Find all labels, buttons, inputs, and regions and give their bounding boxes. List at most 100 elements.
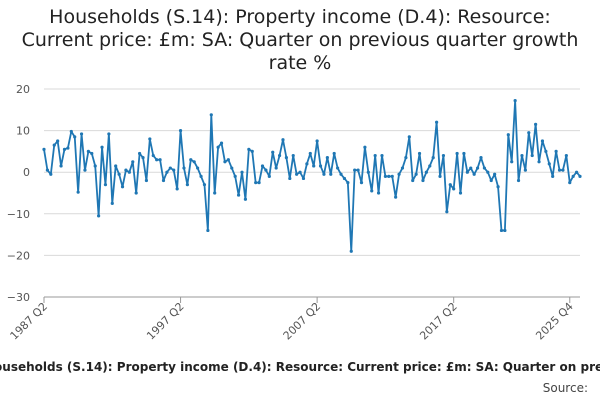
data-point — [56, 139, 60, 143]
data-point — [441, 153, 446, 158]
data-point — [353, 168, 357, 172]
data-point — [93, 164, 97, 168]
data-point — [86, 149, 90, 153]
y-tick-label: −10 — [7, 208, 30, 221]
data-point — [148, 137, 152, 141]
data-point — [571, 174, 575, 178]
data-point — [114, 164, 118, 168]
data-point — [513, 99, 517, 103]
data-point — [339, 172, 343, 176]
data-point — [62, 147, 67, 151]
data-point — [230, 166, 234, 170]
chart-title: Households (S.14): Property income (D.4)… — [21, 6, 579, 74]
data-point — [472, 172, 476, 176]
data-point — [342, 176, 347, 181]
data-point — [547, 162, 551, 166]
data-point — [394, 195, 398, 199]
data-point — [66, 146, 70, 150]
data-point — [178, 129, 183, 133]
data-point — [124, 168, 128, 172]
data-point — [202, 183, 207, 187]
data-point — [363, 145, 367, 149]
data-point — [400, 166, 405, 170]
data-point — [254, 181, 258, 185]
data-point — [510, 160, 514, 164]
data-point — [564, 153, 568, 158]
data-point — [458, 191, 463, 195]
x-tick-label: 1997 Q2 — [144, 300, 187, 343]
data-point — [168, 166, 172, 170]
data-point — [448, 183, 452, 187]
data-point — [76, 190, 80, 194]
y-axis-tick-labels: 20 10 0 −10 −20 −30 — [7, 83, 30, 304]
data-point — [383, 174, 388, 178]
data-point — [387, 174, 391, 178]
data-point — [127, 170, 131, 174]
data-point — [151, 153, 155, 158]
data-point — [155, 158, 159, 162]
data-point — [397, 172, 401, 176]
data-point — [411, 178, 415, 183]
data-point — [322, 172, 326, 176]
data-point — [90, 151, 94, 156]
y-tick-label: 20 — [16, 83, 30, 96]
data-point — [103, 183, 108, 187]
data-point — [376, 191, 381, 195]
source-label: Source: — [542, 381, 588, 395]
data-point — [69, 129, 73, 134]
data-point — [534, 122, 538, 126]
data-point — [274, 166, 278, 170]
data-point — [465, 170, 469, 174]
y-tick-label: 0 — [23, 166, 30, 179]
data-point — [45, 168, 50, 172]
data-point — [137, 151, 142, 156]
data-point — [336, 166, 340, 170]
data-point — [349, 249, 353, 253]
data-point — [373, 153, 377, 158]
data-point — [308, 151, 312, 156]
data-point — [493, 172, 497, 176]
data-point — [557, 168, 562, 172]
data-point — [414, 172, 418, 176]
data-point — [499, 228, 504, 233]
x-tick-label: 2025 Q4 — [533, 300, 576, 343]
x-axis-tick-labels: 1987 Q2 1997 Q2 2007 Q2 2017 Q2 2025 Q4 — [8, 300, 576, 343]
data-point — [318, 164, 323, 168]
data-point — [107, 132, 111, 136]
data-point — [49, 172, 53, 176]
data-point — [83, 168, 87, 172]
data-point — [506, 133, 510, 137]
data-point — [359, 181, 364, 185]
data-point — [199, 174, 203, 178]
data-point — [366, 170, 370, 174]
data-point — [530, 153, 534, 158]
data-point — [281, 138, 285, 142]
data-point — [250, 149, 254, 153]
data-point — [73, 135, 77, 139]
data-point — [435, 120, 439, 124]
data-point — [291, 153, 295, 158]
data-point — [59, 164, 63, 168]
data-point — [295, 172, 299, 176]
data-point — [257, 181, 261, 185]
data-point — [219, 141, 224, 145]
data-point — [158, 158, 162, 162]
data-point — [271, 150, 275, 154]
data-point — [496, 185, 500, 189]
data-point — [516, 178, 521, 183]
data-point — [243, 197, 248, 201]
data-point — [482, 166, 487, 170]
data-point — [240, 170, 244, 174]
data-point — [445, 210, 449, 214]
data-point — [332, 151, 336, 156]
data-point — [475, 166, 480, 170]
data-point — [479, 156, 483, 160]
data-point — [120, 185, 125, 189]
data-point — [144, 178, 149, 183]
data-point — [206, 228, 210, 233]
data-point — [424, 170, 428, 174]
data-point — [380, 153, 384, 158]
data-point — [568, 181, 572, 185]
data-point — [267, 174, 271, 178]
